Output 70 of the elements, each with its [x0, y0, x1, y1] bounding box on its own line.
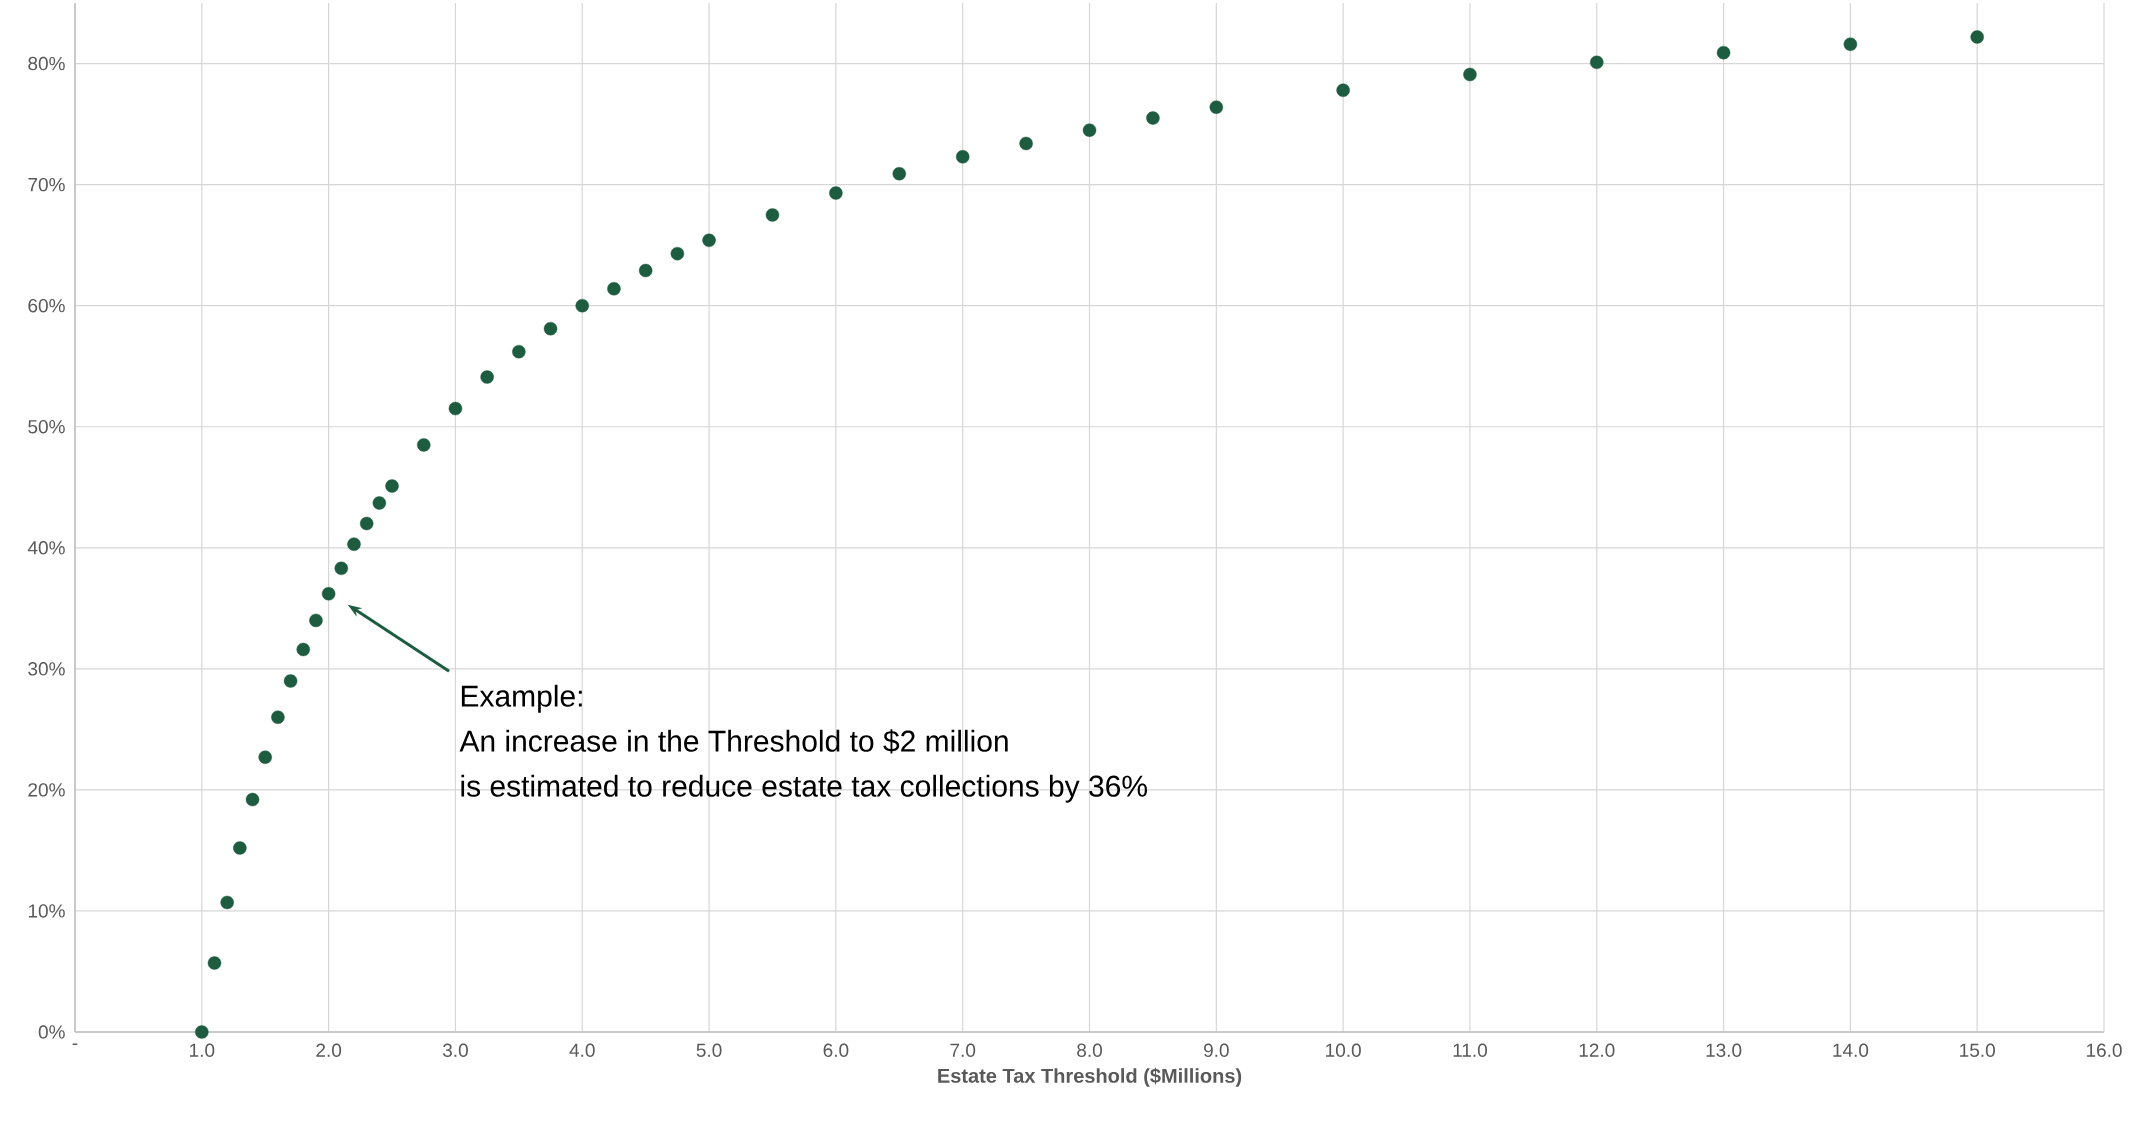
- point: [1019, 136, 1033, 151]
- x-tick-label: 7.0: [950, 1043, 976, 1057]
- point: [638, 263, 653, 278]
- y-tick-label: 80%: [28, 56, 65, 71]
- point: [702, 233, 716, 248]
- y-tick-label: 10%: [28, 904, 65, 918]
- x-tick-label: 15.0: [1960, 1043, 1995, 1057]
- point: [829, 186, 843, 200]
- point: [1590, 55, 1604, 70]
- point: [321, 587, 336, 601]
- y-tick-label: 30%: [28, 662, 65, 676]
- y-tick-label: 50%: [28, 420, 65, 434]
- point: [220, 895, 234, 910]
- y-tick-label: 60%: [28, 298, 65, 313]
- x-tick-label: 5.0: [696, 1043, 722, 1057]
- x-tick-label: 4.0: [569, 1043, 595, 1057]
- point: [1463, 67, 1477, 82]
- x-tick-label: 14.0: [1833, 1043, 1869, 1057]
- point: [233, 841, 247, 855]
- point: [1146, 111, 1160, 125]
- point: [670, 246, 685, 261]
- point: [448, 401, 463, 416]
- y-tick-label: 70%: [28, 177, 65, 192]
- annotation: is estimated to reduce estate tax collections by 36%: [461, 774, 1147, 803]
- point: [271, 710, 285, 724]
- point: [372, 496, 387, 510]
- x-tick-label: 12.0: [1579, 1043, 1615, 1057]
- x-tick-label: 2.0: [316, 1043, 342, 1057]
- point: [195, 1025, 209, 1039]
- x-tick-label: 8.0: [1077, 1043, 1102, 1057]
- y-tick-label: 0%: [38, 1025, 65, 1039]
- y-tick-label: 40%: [27, 541, 65, 555]
- point: [296, 642, 310, 657]
- point: [334, 561, 349, 576]
- x-tick-label: -: [72, 1043, 78, 1045]
- point: [480, 370, 494, 384]
- x-tick-label: 16.0: [2086, 1043, 2122, 1057]
- point: [245, 792, 260, 807]
- point: [956, 150, 970, 164]
- point: [1336, 83, 1350, 97]
- x-tick-label: 1.0: [190, 1043, 215, 1057]
- point: [512, 344, 526, 359]
- point: [543, 321, 558, 336]
- point: [575, 298, 589, 313]
- annotation: Example:: [461, 684, 582, 713]
- x-tick-label: 10.0: [1326, 1043, 1361, 1057]
- point: [359, 516, 374, 531]
- x-tick-label: 9.0: [1204, 1043, 1229, 1057]
- point: [347, 537, 361, 551]
- point: [309, 613, 323, 628]
- x-tick-label: 11.0: [1453, 1043, 1487, 1057]
- point: [207, 956, 222, 970]
- point: [892, 167, 906, 181]
- x-tick-label: 13.0: [1706, 1043, 1742, 1057]
- point: [1716, 45, 1731, 60]
- point: [1209, 100, 1224, 114]
- annotation: An increase in the Threshold to $2 million: [459, 729, 1008, 754]
- point: [417, 438, 431, 452]
- point: [607, 282, 621, 296]
- point: [283, 674, 298, 688]
- point: [1843, 37, 1858, 51]
- x-tick-label: 3.0: [442, 1043, 468, 1057]
- y-tick-label: 20%: [28, 783, 65, 797]
- x-axis-title: Estate Tax Threshold ($Millions): [938, 1067, 1242, 1087]
- point: [765, 208, 780, 222]
- point: [1970, 30, 1984, 44]
- point: [1082, 123, 1097, 137]
- point: [258, 750, 272, 764]
- x-tick-label: 6.0: [823, 1043, 849, 1057]
- point: [385, 479, 399, 493]
